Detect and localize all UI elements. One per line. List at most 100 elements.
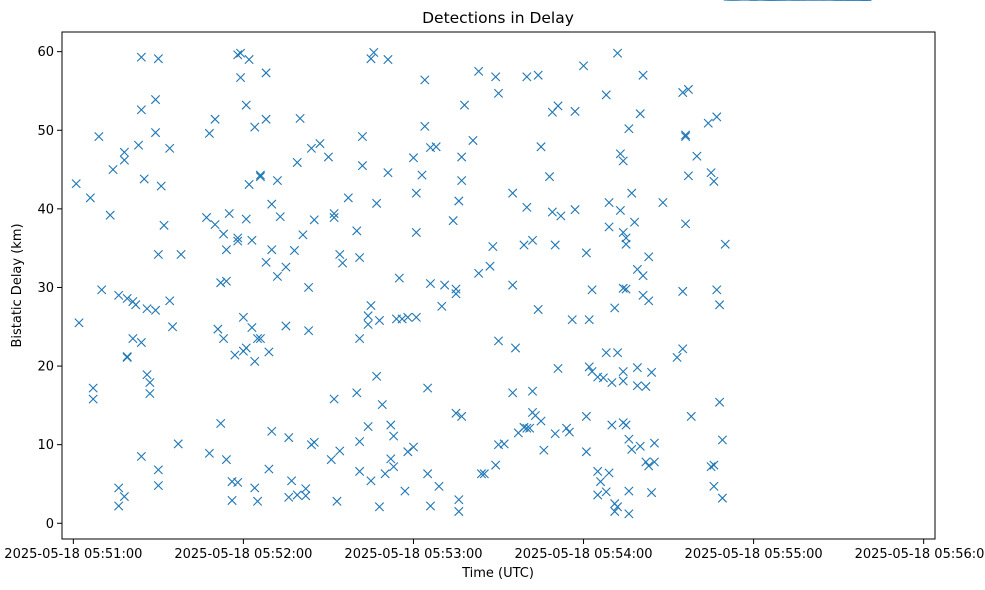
- data-point: [136, 451, 146, 462]
- data-point: [335, 446, 345, 456]
- data-point: [233, 236, 243, 246]
- data-point: [267, 426, 277, 436]
- data-point: [420, 75, 430, 85]
- data-point: [683, 84, 693, 94]
- data-point: [454, 196, 464, 206]
- data-point: [221, 276, 231, 286]
- data-point: [646, 488, 657, 498]
- data-point: [714, 300, 725, 310]
- data-point: [153, 54, 163, 64]
- data-point: [706, 462, 716, 472]
- data-point: [408, 153, 419, 163]
- data-point: [281, 321, 291, 331]
- data-point: [221, 245, 231, 255]
- data-point: [176, 249, 186, 260]
- data-point: [468, 135, 478, 146]
- x-tick-label: 2025-05-18 05:51:00: [4, 547, 142, 562]
- data-point: [241, 343, 251, 353]
- data-point: [114, 501, 124, 511]
- data-point: [309, 437, 319, 447]
- data-point: [352, 388, 362, 398]
- data-point: [474, 268, 484, 278]
- data-point: [281, 262, 291, 272]
- data-point: [561, 423, 572, 433]
- data-point: [150, 305, 161, 315]
- data-point: [298, 230, 308, 240]
- data-point: [335, 249, 345, 260]
- data-point: [604, 197, 614, 208]
- data-point: [108, 164, 118, 175]
- data-point: [706, 168, 716, 178]
- data-point: [709, 176, 719, 186]
- data-point: [119, 147, 129, 157]
- data-point: [292, 490, 302, 500]
- data-point: [235, 48, 246, 58]
- data-point: [457, 411, 467, 421]
- data-point: [329, 212, 339, 223]
- data-point: [417, 170, 427, 180]
- data-point: [457, 175, 467, 186]
- data-point: [380, 469, 390, 479]
- data-point: [644, 296, 654, 306]
- data-point: [680, 131, 691, 142]
- data-point: [624, 486, 634, 496]
- data-point: [553, 363, 563, 374]
- data-point: [71, 179, 81, 189]
- data-point: [712, 112, 722, 122]
- data-point: [386, 420, 396, 430]
- data-point: [386, 454, 396, 464]
- data-point: [357, 161, 368, 171]
- data-point: [476, 469, 487, 479]
- data-point: [304, 326, 314, 336]
- data-point: [165, 296, 175, 306]
- data-point: [153, 249, 163, 260]
- data-point: [372, 371, 382, 381]
- data-point: [306, 143, 317, 153]
- data-point: [165, 143, 175, 153]
- data-point: [539, 445, 549, 455]
- data-point: [584, 315, 594, 325]
- data-point: [604, 222, 614, 232]
- data-point: [459, 100, 470, 110]
- data-point: [567, 315, 577, 325]
- data-point: [612, 348, 623, 358]
- data-point: [425, 278, 436, 289]
- data-point: [261, 68, 271, 78]
- data-point: [601, 487, 611, 497]
- data-point: [150, 128, 161, 138]
- data-point: [709, 460, 719, 470]
- data-point: [94, 131, 104, 142]
- data-point: [451, 284, 461, 294]
- data-point: [97, 285, 107, 295]
- data-point: [553, 101, 563, 111]
- data-point: [720, 239, 730, 249]
- data-point: [451, 408, 461, 418]
- data-point: [218, 229, 229, 239]
- data-point: [363, 311, 373, 321]
- data-point: [692, 151, 702, 161]
- data-point: [610, 506, 620, 517]
- y-tick-label: 20: [37, 360, 54, 375]
- data-point: [615, 205, 625, 216]
- data-point: [403, 312, 413, 322]
- data-point: [448, 216, 458, 226]
- data-point: [408, 442, 419, 452]
- data-point: [122, 352, 132, 363]
- data-point: [332, 496, 342, 506]
- data-point: [284, 433, 294, 443]
- data-point: [522, 72, 532, 82]
- data-point: [712, 285, 722, 295]
- x-tick-label: 2025-05-18 05:55:00: [685, 547, 823, 562]
- data-point: [88, 394, 98, 404]
- data-point: [252, 333, 263, 344]
- data-point: [255, 333, 265, 344]
- data-point: [397, 314, 407, 324]
- data-point: [485, 261, 495, 271]
- y-tick-label: 0: [46, 517, 54, 532]
- data-point: [128, 333, 138, 344]
- data-point: [598, 373, 608, 383]
- data-point: [678, 87, 688, 98]
- data-point: [649, 457, 659, 467]
- data-point: [581, 447, 591, 457]
- data-point: [635, 109, 645, 119]
